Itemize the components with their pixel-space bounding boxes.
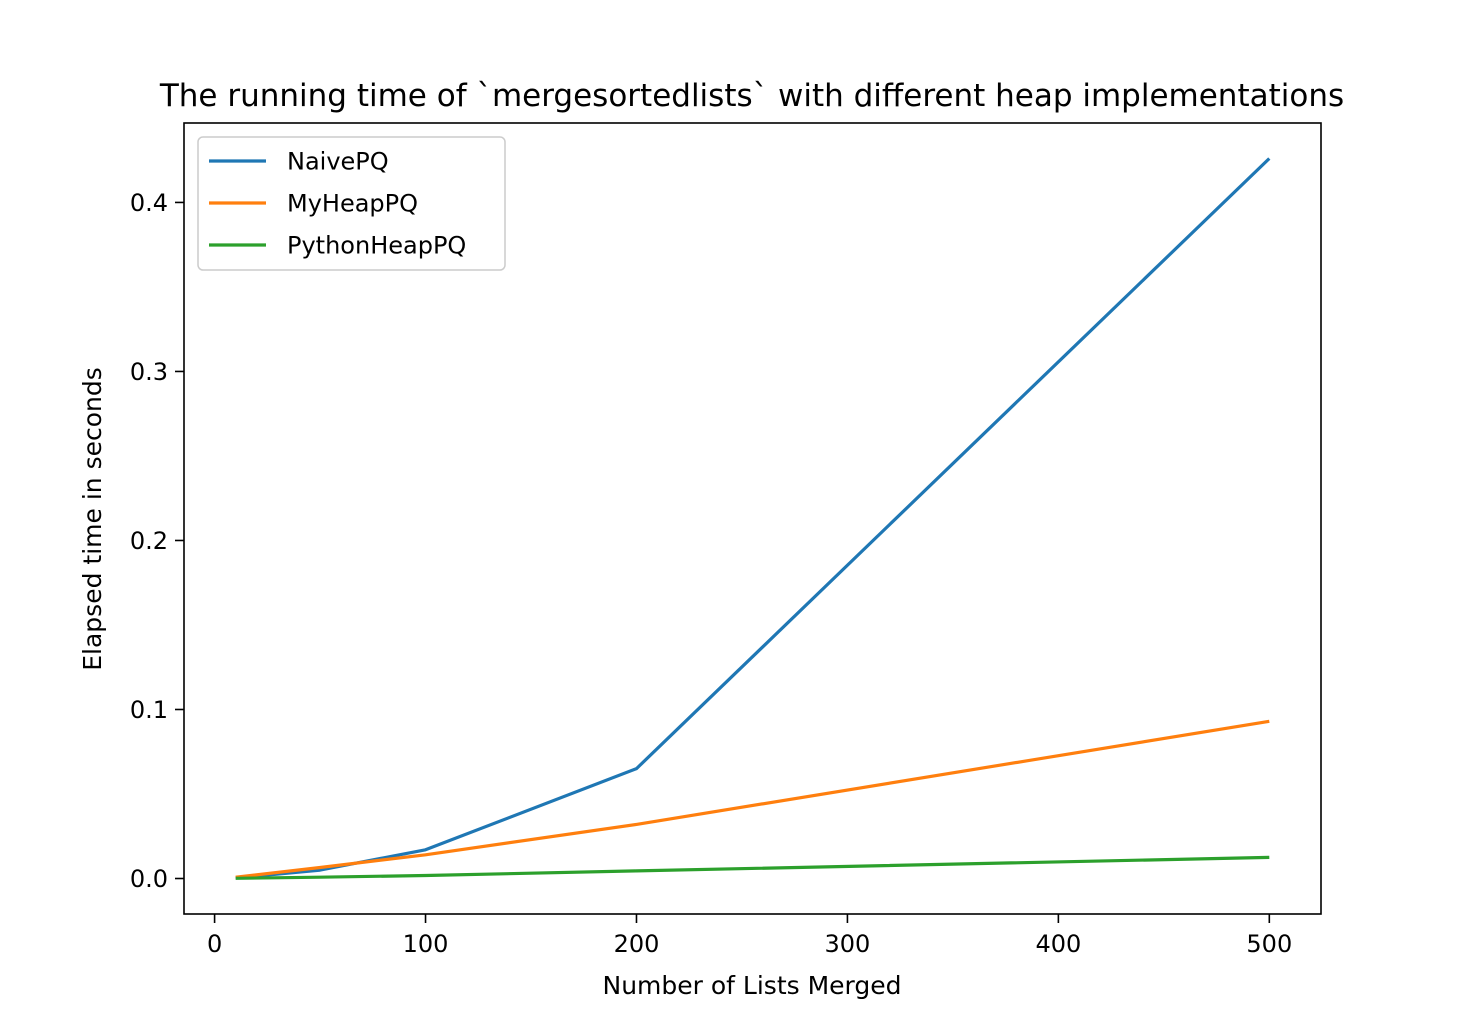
y-axis: 0.0 0.1 0.2 0.3 0.4 [130,189,184,893]
x-tick-label: 0 [207,930,222,958]
series-line-naivepq [235,157,1271,880]
y-tick-label: 0.3 [130,358,168,386]
x-tick-label: 300 [825,930,871,958]
x-tick-label: 500 [1246,930,1292,958]
x-tick-label: 200 [614,930,660,958]
legend-label-naivepq: NaivePQ [287,148,389,176]
series-line-myheappq [235,719,1270,879]
legend: NaivePQ MyHeapPQ PythonHeapPQ [197,136,506,271]
y-tick-label: 0.0 [130,865,168,893]
y-tick-label: 0.4 [130,189,168,217]
x-axis: 0 100 200 300 400 500 [207,914,1292,958]
x-tick-label: 400 [1035,930,1081,958]
plot-area-frame [183,122,1322,915]
series-line-pythonheappq [235,855,1270,880]
chart-title: The running time of `mergesortedlists` w… [159,78,1344,114]
legend-label-myheappq: MyHeapPQ [287,190,418,218]
y-tick-label: 0.2 [130,527,168,555]
x-tick-label: 100 [403,930,449,958]
legend-label-pythonheappq: PythonHeapPQ [287,232,466,260]
legend-frame [197,136,506,271]
x-axis-label: Number of Lists Merged [603,971,902,1000]
series-layer [235,157,1271,880]
y-tick-label: 0.1 [130,696,168,724]
y-axis-label: Elapsed time in seconds [78,367,107,671]
